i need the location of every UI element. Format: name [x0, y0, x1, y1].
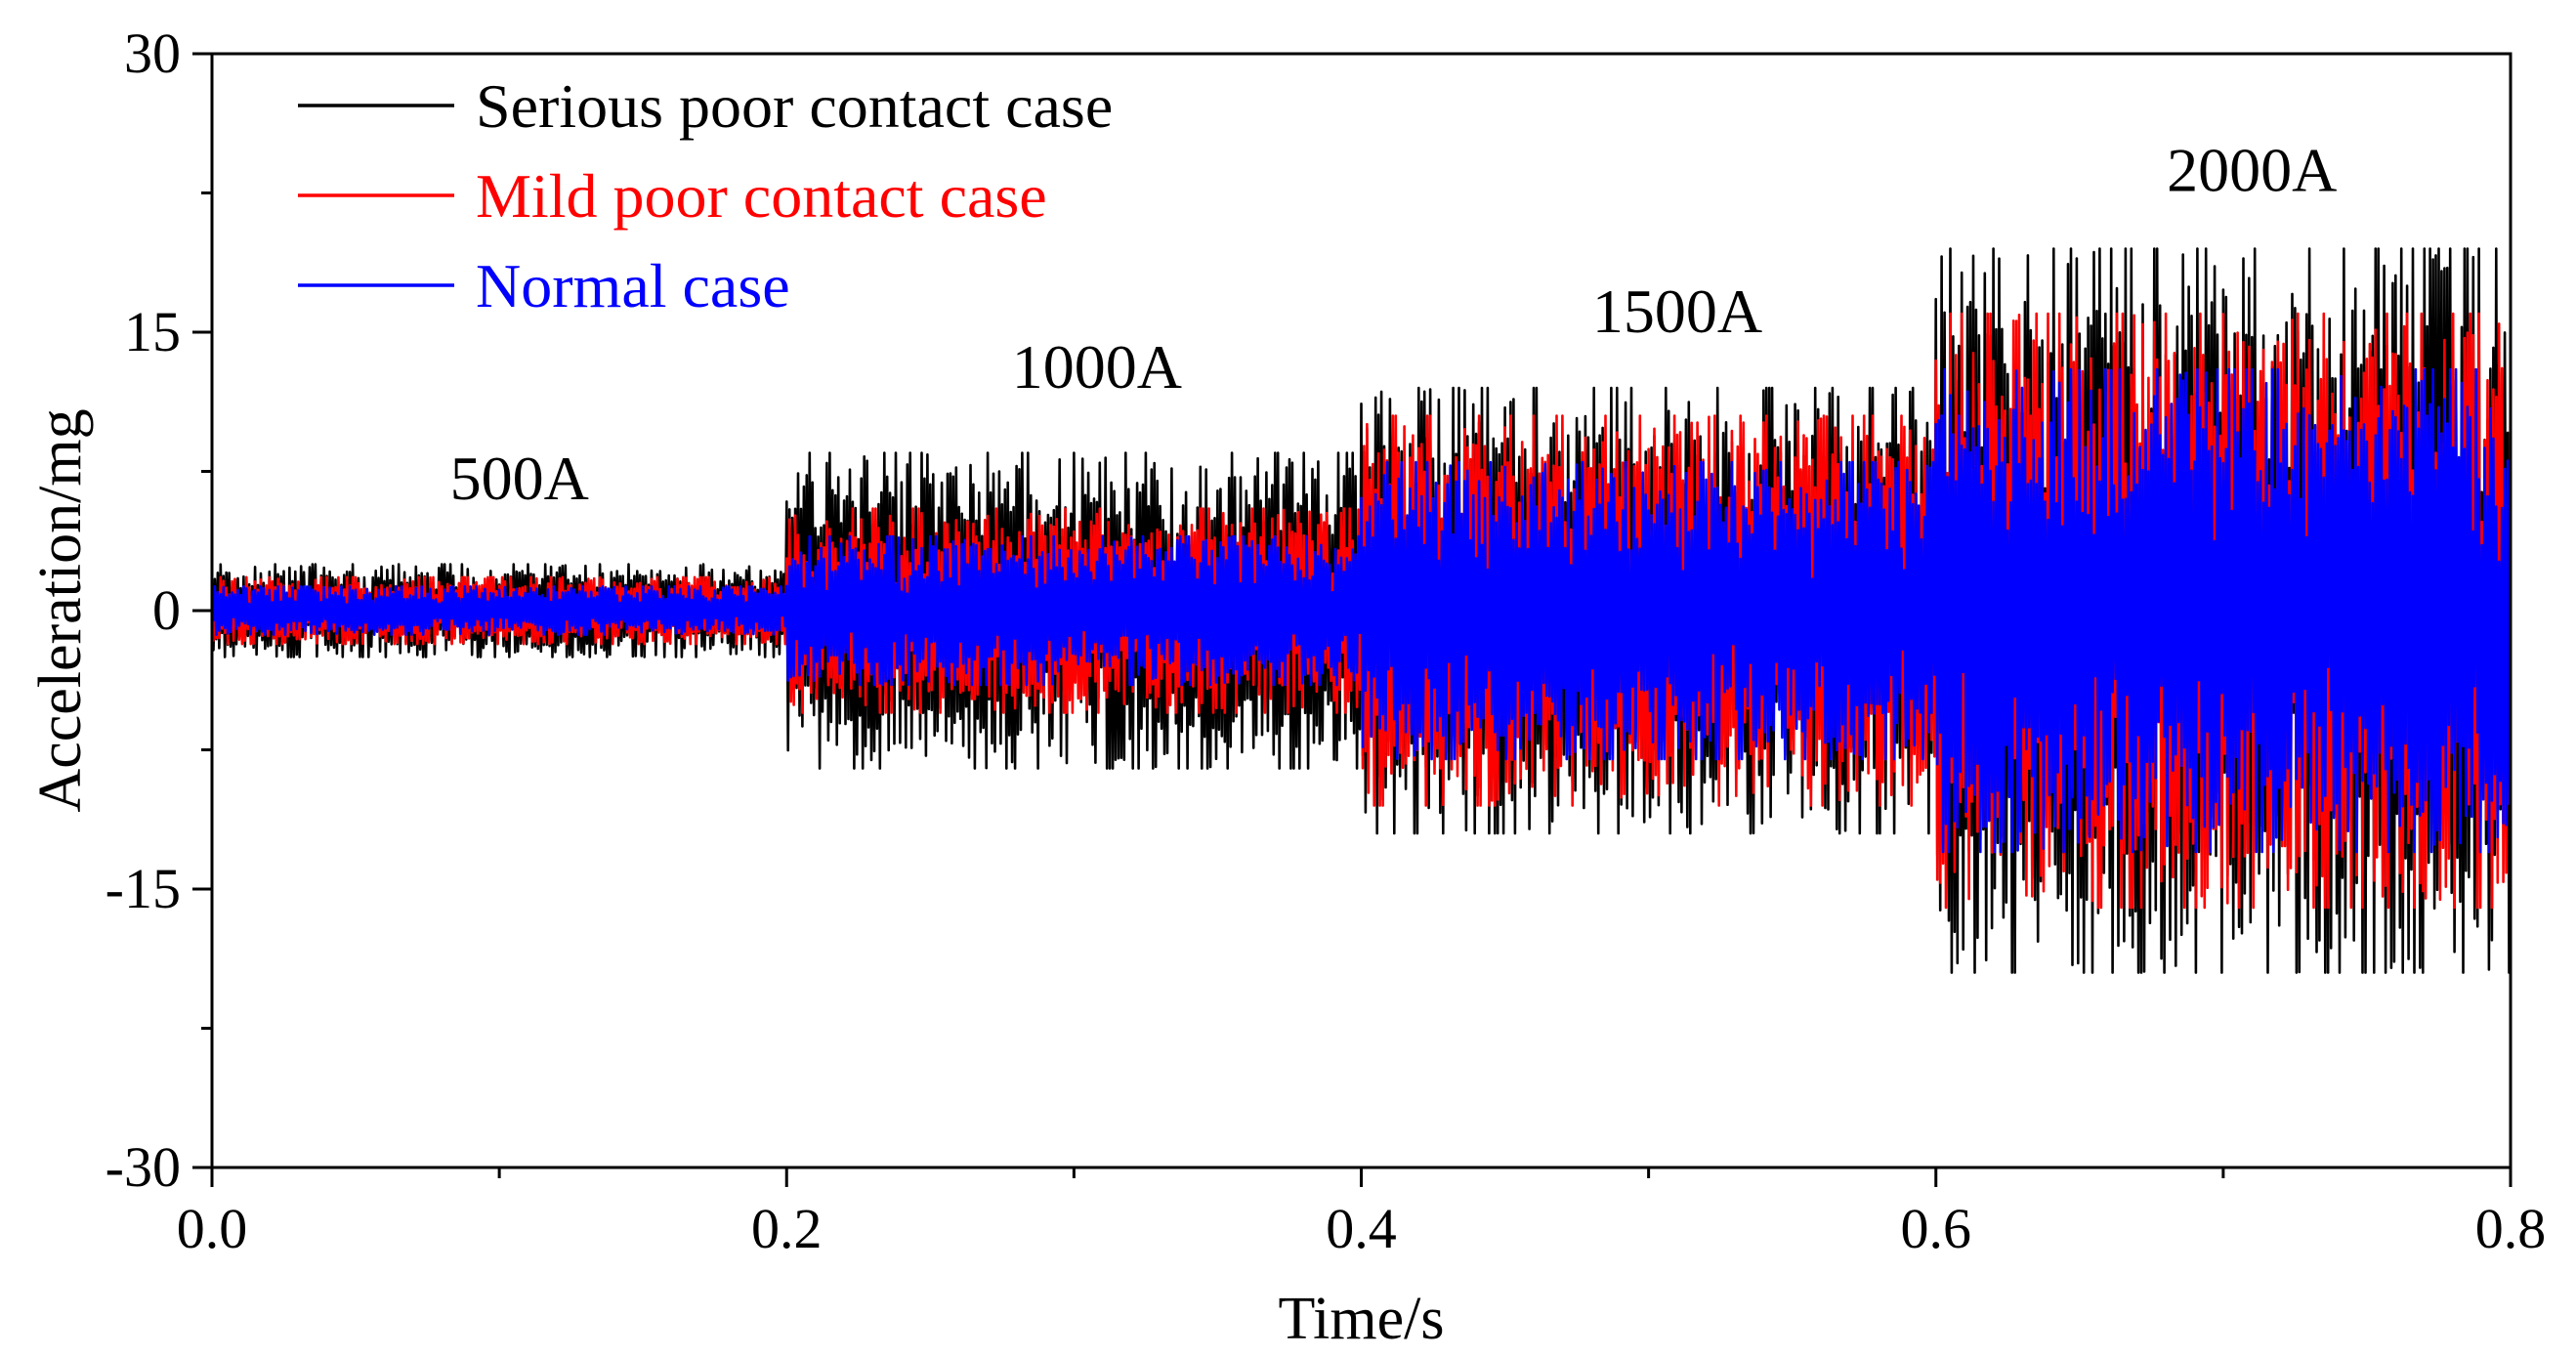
current-annotation: 1000A — [1012, 332, 1182, 402]
y-tick-label: 30 — [124, 21, 181, 85]
y-tick-label: -15 — [106, 857, 181, 920]
x-tick-label: 0.0 — [177, 1197, 248, 1260]
x-tick-label: 0.8 — [2475, 1197, 2547, 1260]
current-annotation: 500A — [450, 444, 589, 513]
axes-group: 0.0 0.2 0.4 0.6 0.8 30 15 0 -15 -30 Time/s Accelera… — [27, 21, 2546, 1352]
current-annotation: 1500A — [1592, 276, 1762, 346]
x-axis-title: Time/s — [1278, 1286, 1444, 1352]
y-tick-label: -30 — [106, 1135, 181, 1199]
legend: Serious poor contact case Mild poor conta… — [298, 71, 1113, 320]
series-line-3 — [210, 367, 2513, 854]
legend-label-2: Mild poor contact case — [476, 161, 1047, 231]
x-tick-label: 0.4 — [1326, 1197, 1397, 1260]
y-tick-label: 0 — [152, 578, 181, 642]
x-tick-label: 0.6 — [1901, 1197, 1972, 1260]
current-annotation: 2000A — [2167, 136, 2337, 205]
annotations-group: 500A 1000A 1500A 2000A — [450, 136, 2338, 513]
legend-label-3: Normal case — [476, 251, 790, 320]
legend-label-1: Serious poor contact case — [476, 71, 1113, 141]
x-tick-label: 0.2 — [751, 1197, 823, 1260]
series-group — [210, 247, 2513, 974]
y-tick-label: 15 — [124, 300, 181, 363]
y-axis-title: Acceleration/mg — [27, 408, 94, 812]
